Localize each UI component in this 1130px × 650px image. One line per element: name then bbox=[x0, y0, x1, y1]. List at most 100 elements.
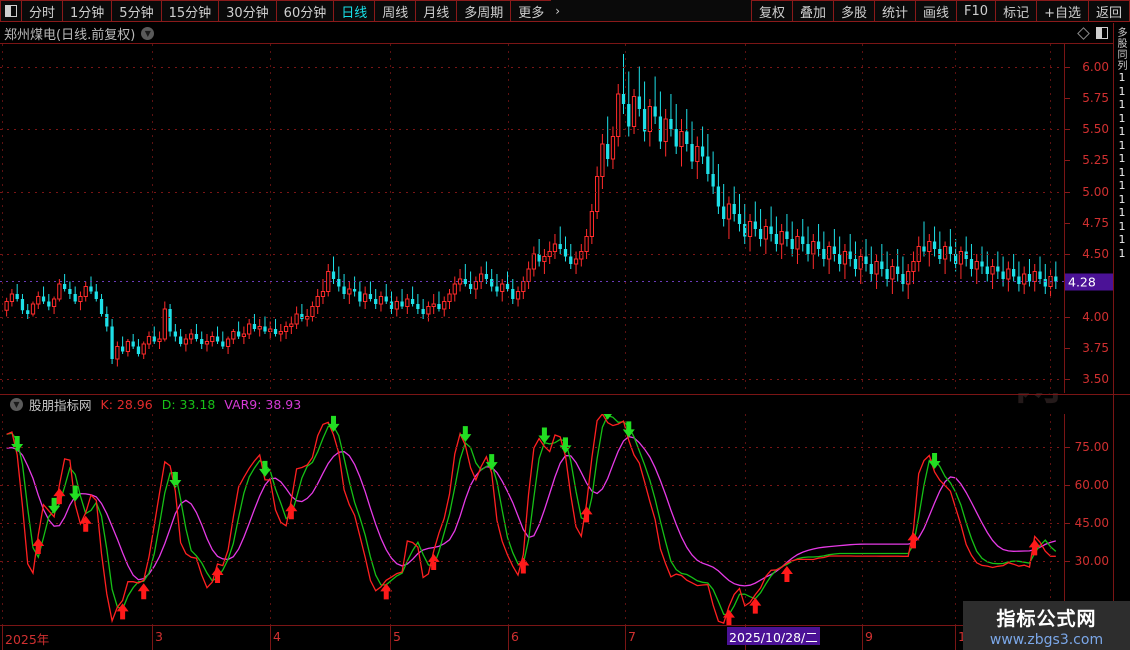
header-icon-group bbox=[1077, 26, 1130, 40]
diamond-icon[interactable] bbox=[1077, 26, 1090, 40]
sell-arrow-marker bbox=[538, 427, 551, 444]
period-fenshi[interactable]: 分时 bbox=[22, 0, 64, 22]
button-fuquan[interactable]: 复权 bbox=[750, 0, 793, 22]
gridline-vertical bbox=[390, 44, 391, 393]
date-axis-label: 5 bbox=[393, 629, 401, 644]
sell-arrow-marker bbox=[459, 426, 472, 443]
edge-list-item[interactable]: 1 bbox=[1118, 71, 1126, 84]
price-axis: 6.005.755.505.255.004.754.504.254.003.75… bbox=[1065, 43, 1113, 393]
sell-arrow-marker bbox=[622, 421, 635, 438]
edge-list-item[interactable]: 1 bbox=[1118, 206, 1126, 219]
gridline-vertical bbox=[508, 44, 509, 393]
sell-arrow-marker bbox=[48, 497, 61, 514]
split-panel-icon[interactable] bbox=[0, 0, 22, 22]
gridline-vertical bbox=[1050, 414, 1051, 625]
edge-list-item[interactable]: 1 bbox=[1118, 138, 1126, 152]
period-1min[interactable]: 1分钟 bbox=[63, 0, 113, 22]
axis-tick bbox=[1065, 447, 1070, 449]
edge-list-item[interactable]: 1 bbox=[1118, 192, 1126, 206]
price-axis-label: 5.00 bbox=[1082, 184, 1109, 199]
indicator-axis-label: 30.00 bbox=[1074, 554, 1109, 569]
gridline bbox=[0, 316, 1065, 318]
button-diejia[interactable]: 叠加 bbox=[792, 0, 834, 22]
date-axis-label: 2025年 bbox=[5, 632, 50, 647]
buy-arrow-marker bbox=[780, 565, 793, 582]
edge-list-item[interactable]: 1 bbox=[1118, 111, 1126, 125]
buy-arrow-marker bbox=[907, 532, 920, 549]
chevron-down-icon[interactable]: ▼ bbox=[10, 398, 23, 411]
price-axis-label: 5.25 bbox=[1082, 153, 1109, 168]
date-separator bbox=[390, 626, 391, 650]
page-title: 郑州煤电(日线.前复权) bbox=[4, 27, 136, 43]
date-axis-label: 9 bbox=[865, 629, 873, 644]
edge-list-item[interactable]: 1 bbox=[1118, 179, 1126, 192]
indicator-value-k: K: 28.96 bbox=[100, 397, 153, 412]
price-chart-panel[interactable] bbox=[0, 43, 1065, 393]
buy-arrow-marker bbox=[32, 537, 45, 554]
gridline bbox=[0, 485, 1065, 487]
buy-arrow-marker bbox=[722, 609, 735, 625]
sell-arrow-marker bbox=[169, 472, 182, 489]
button-biaoji[interactable]: 标记 bbox=[996, 0, 1038, 22]
edge-list-item[interactable]: 1 bbox=[1118, 246, 1126, 260]
gridline-vertical bbox=[1050, 44, 1051, 393]
buy-arrow-marker bbox=[211, 567, 224, 584]
sell-arrow-marker bbox=[258, 460, 271, 477]
price-axis-label: 5.75 bbox=[1082, 90, 1109, 105]
button-f10[interactable]: F10 bbox=[957, 0, 997, 22]
edge-list-item[interactable]: 1 bbox=[1118, 219, 1126, 233]
action-toolbar-group: 复权 叠加 多股 统计 画线 F10 标记 +自选 返回 bbox=[750, 0, 1130, 22]
button-huaxian[interactable]: 画线 bbox=[916, 0, 958, 22]
edge-list-item[interactable]: 1 bbox=[1118, 98, 1126, 111]
edge-list-item[interactable]: 1 bbox=[1118, 152, 1126, 165]
period-60min[interactable]: 60分钟 bbox=[276, 0, 335, 22]
edge-list-item[interactable]: 1 bbox=[1118, 233, 1126, 246]
price-axis-label: 4.50 bbox=[1082, 247, 1109, 261]
axis-tick bbox=[1065, 561, 1070, 563]
chevron-down-icon[interactable]: ▼ bbox=[141, 26, 155, 40]
watermark-title: 指标公式网 bbox=[996, 607, 1097, 630]
date-separator bbox=[270, 626, 271, 650]
edge-list-item[interactable]: 1 bbox=[1118, 84, 1126, 98]
gridline-vertical bbox=[2, 414, 3, 625]
indicator-header: ▼ 股朋指标网 K: 28.96 D: 33.18 VAR9: 38.93 bbox=[0, 394, 1130, 414]
button-return[interactable]: 返回 bbox=[1088, 0, 1130, 22]
period-15min[interactable]: 15分钟 bbox=[161, 0, 220, 22]
indicator-chart-panel[interactable] bbox=[0, 414, 1065, 625]
gridline bbox=[0, 379, 1065, 380]
date-axis-label: 3 bbox=[155, 629, 163, 644]
candlestick-series bbox=[0, 54, 1065, 367]
period-more[interactable]: 更多 bbox=[511, 0, 552, 22]
period-daily[interactable]: 日线 bbox=[334, 0, 376, 22]
chevron-right-icon[interactable]: › bbox=[555, 3, 561, 18]
price-axis-label: 6.00 bbox=[1082, 59, 1109, 74]
period-weekly[interactable]: 周线 bbox=[375, 0, 417, 22]
split-panel-icon[interactable] bbox=[1096, 27, 1108, 39]
button-add-favorite[interactable]: +自选 bbox=[1037, 0, 1089, 22]
indicator-series bbox=[6, 414, 1057, 625]
edge-list-item[interactable]: 1 bbox=[1118, 125, 1126, 138]
indicator-name: 股朋指标网 bbox=[29, 398, 92, 413]
gridline-vertical bbox=[955, 44, 956, 393]
button-tongji[interactable]: 统计 bbox=[875, 0, 917, 22]
buy-arrow-marker bbox=[53, 488, 66, 505]
indicator-axis: 75.00 60.00 45.00 30.00 bbox=[1065, 414, 1113, 625]
period-multi[interactable]: 多周期 bbox=[457, 0, 512, 22]
indicator-axis-label: 45.00 bbox=[1074, 516, 1109, 531]
period-monthly[interactable]: 月线 bbox=[416, 0, 458, 22]
sell-arrow-marker bbox=[485, 454, 498, 471]
button-duogu[interactable]: 多股 bbox=[833, 0, 875, 22]
period-5min[interactable]: 5分钟 bbox=[112, 0, 162, 22]
gridline-vertical bbox=[625, 414, 626, 625]
buy-arrow-marker bbox=[137, 583, 150, 600]
date-axis: 2025年345678910122025/10/28/二 bbox=[0, 616, 1130, 650]
gridline-vertical bbox=[2, 44, 3, 393]
axis-tick bbox=[1065, 160, 1070, 162]
buy-arrow-marker bbox=[380, 583, 393, 600]
buy-arrow-marker bbox=[285, 503, 298, 520]
edge-list-item[interactable]: 1 bbox=[1118, 165, 1126, 179]
period-30min[interactable]: 30分钟 bbox=[219, 0, 277, 22]
axis-tick bbox=[1065, 66, 1070, 68]
